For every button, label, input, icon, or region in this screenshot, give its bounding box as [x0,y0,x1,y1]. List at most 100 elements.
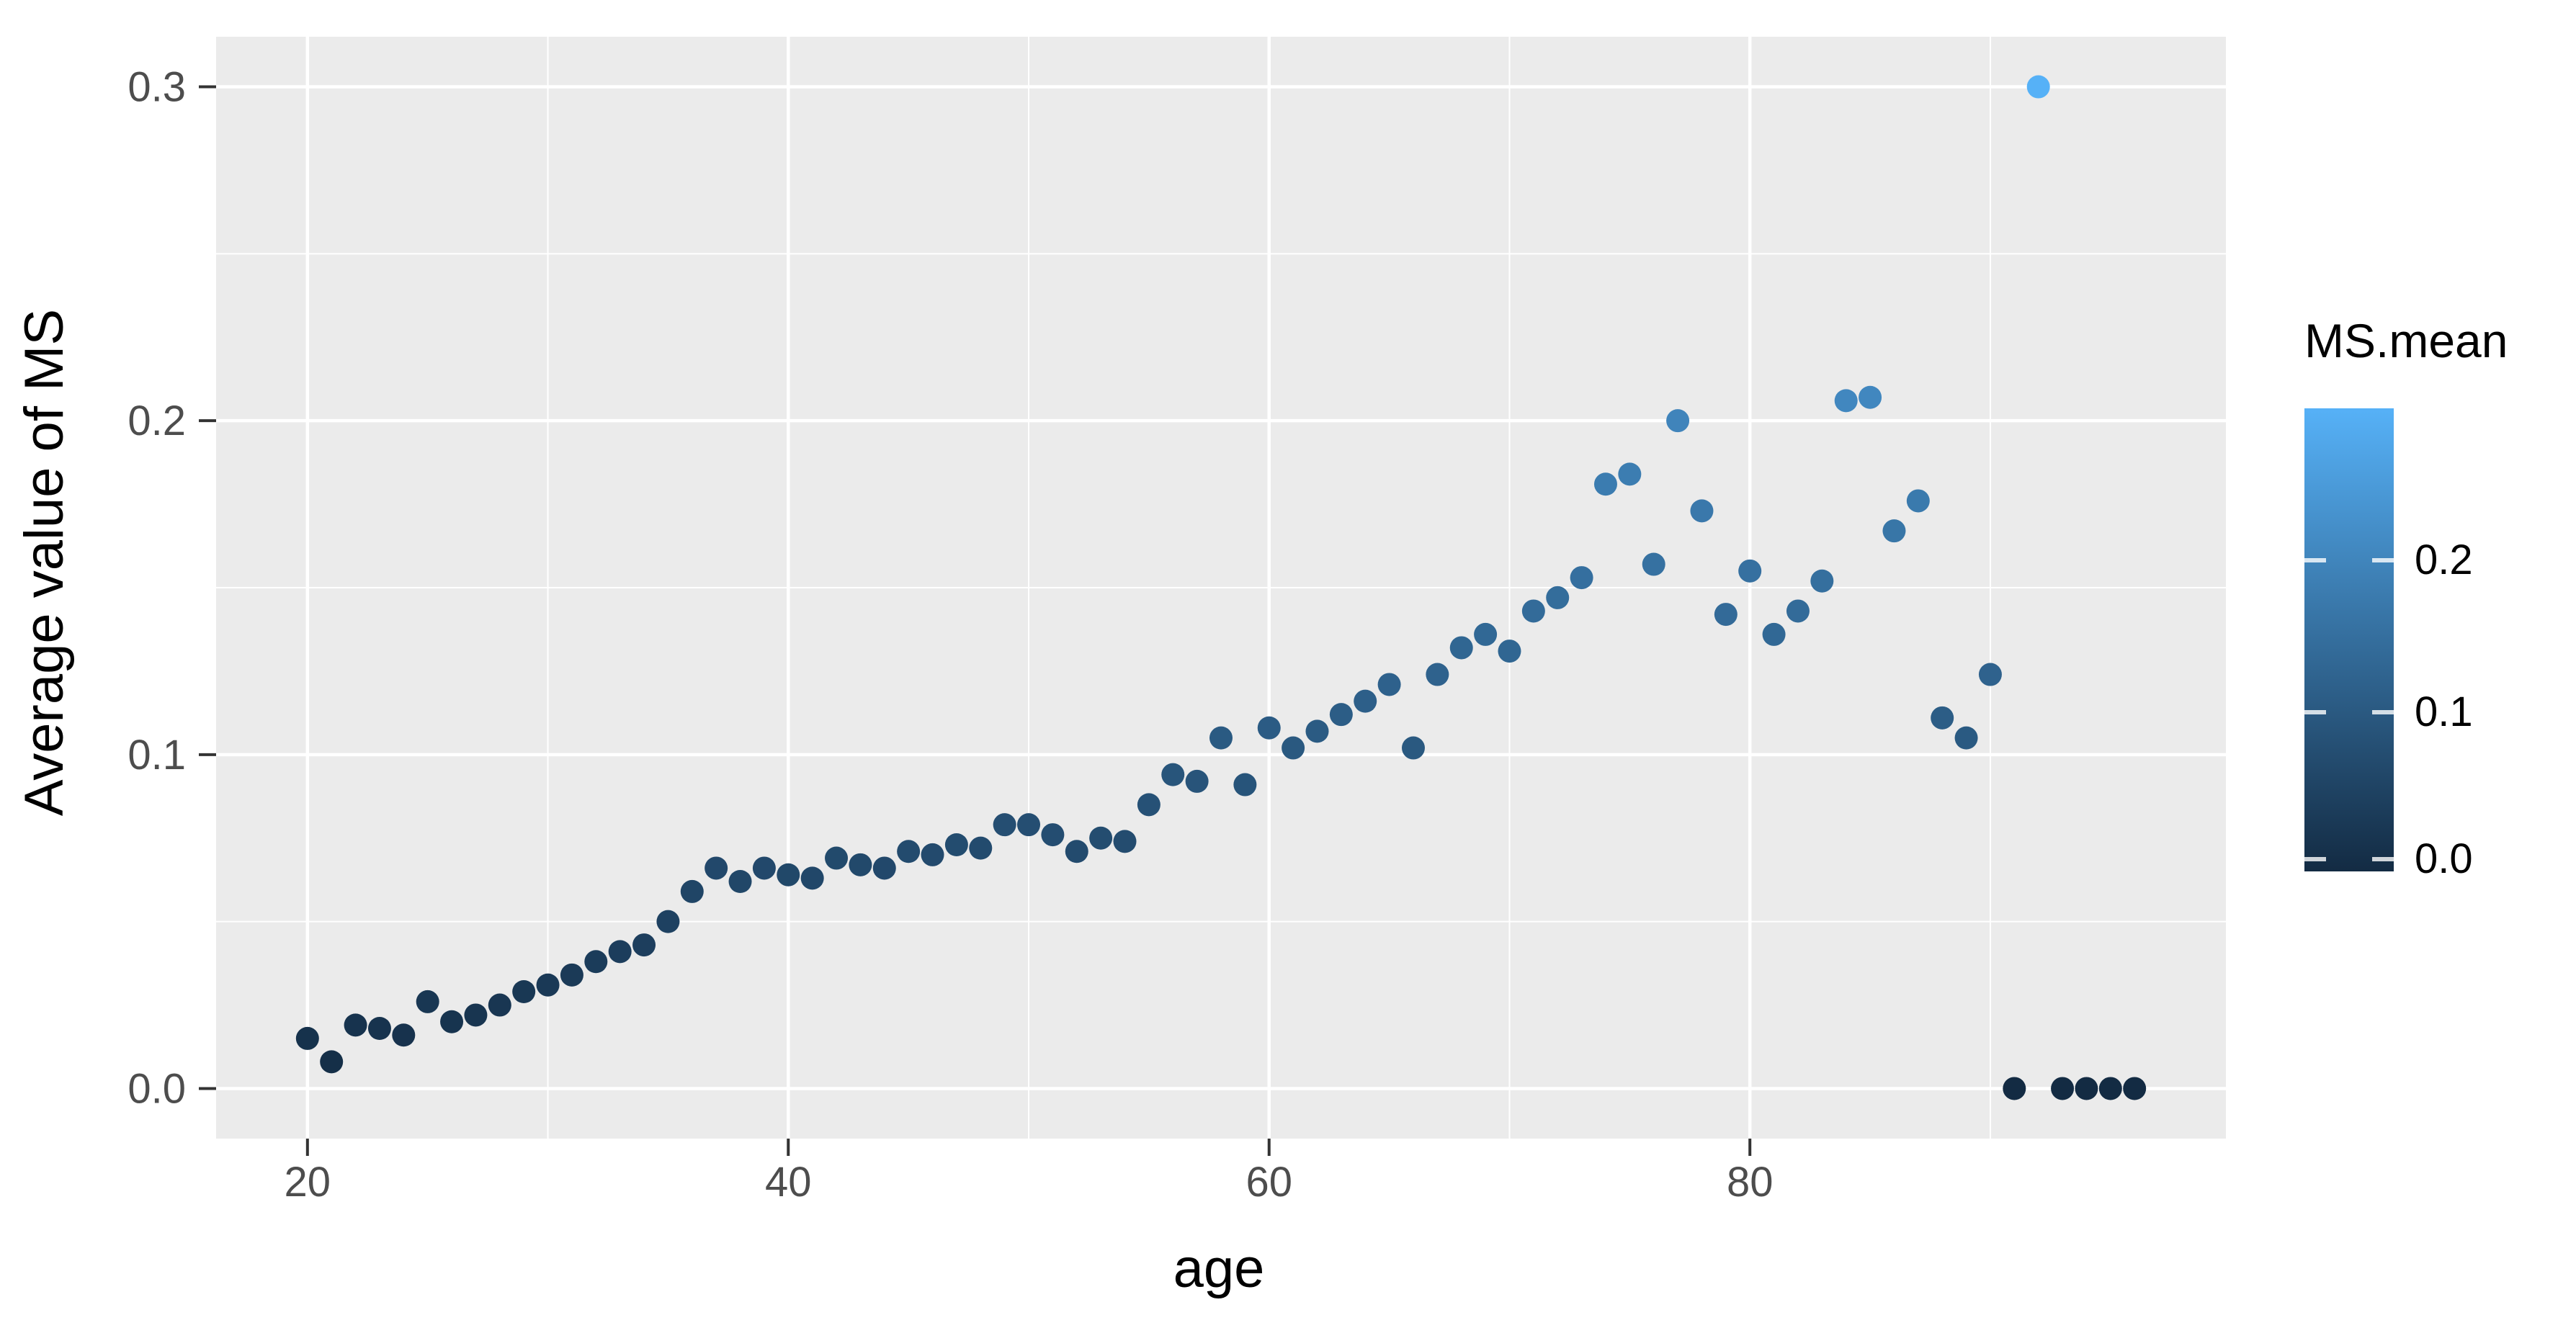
data-point [367,1017,391,1040]
data-point [1859,385,1882,409]
data-point [1690,499,1714,523]
data-point [608,940,632,964]
data-point [1426,663,1449,686]
data-point [1810,569,1834,593]
data-point [464,1003,488,1027]
data-point [1449,636,1473,660]
data-point [488,993,511,1017]
data-point [897,840,921,863]
data-point [1931,706,1954,730]
legend-tick-mark [2304,710,2326,714]
data-point [1161,763,1185,786]
data-point [921,843,944,866]
data-point [656,910,680,933]
data-point [680,879,704,903]
data-point [344,1013,367,1037]
data-point [1570,566,1593,590]
data-point [1065,840,1088,863]
x-axis-title: age [1173,1238,1265,1299]
data-point [392,1023,416,1047]
legend-tick-mark [2304,857,2326,861]
data-point [536,973,560,997]
x-axis-tick-label: 20 [285,1159,331,1206]
data-point [752,856,776,880]
data-point [1642,552,1665,576]
data-point [2026,75,2050,99]
data-point [2123,1077,2147,1100]
data-point [1089,826,1113,850]
data-point [1137,793,1160,817]
data-point [560,963,583,987]
data-point [2003,1077,2026,1100]
data-point [1474,622,1498,646]
data-point [2075,1077,2098,1100]
data-point [1257,716,1281,740]
legend-title: MS.mean [2304,314,2508,367]
data-point [1354,689,1377,713]
legend-tick-label: 0.1 [2415,688,2473,735]
data-point [1546,586,1570,609]
data-point [1786,599,1810,623]
legend-tick-mark [2372,558,2394,562]
data-point [1978,663,2002,686]
data-point [1209,726,1233,750]
data-point [777,863,800,887]
x-axis-tick-label: 80 [1727,1159,1774,1206]
data-point [2051,1077,2075,1100]
data-point [1041,823,1065,847]
data-point [1762,622,1786,646]
data-point [1498,640,1521,663]
data-point [1666,409,1690,433]
legend-tick-label: 0.2 [2415,537,2473,583]
data-point [872,856,896,880]
y-axis-tick-label: 0.0 [128,1065,186,1112]
data-point [969,836,993,860]
x-axis-tick-label: 60 [1245,1159,1292,1206]
data-point [1882,519,1906,543]
data-point [1305,719,1329,743]
data-point [993,813,1016,837]
data-point [1906,489,1930,513]
x-axis-tick-label: 40 [765,1159,812,1206]
data-point [1521,599,1545,623]
data-point [825,846,849,870]
data-point [1593,472,1617,496]
data-point [1401,736,1425,760]
data-point [1738,559,1762,583]
data-point [1233,773,1257,797]
data-point [1377,673,1401,696]
data-point [1954,726,1978,750]
data-point [944,833,968,856]
legend-tick-mark [2304,558,2326,562]
y-axis-tick-label: 0.3 [128,64,186,111]
data-point [705,856,728,880]
y-axis-tick-label: 0.1 [128,732,186,779]
y-axis-tick-label: 0.2 [128,398,186,444]
data-point [584,950,608,974]
data-point [416,990,439,1013]
data-point [1618,462,1642,486]
data-point [800,866,824,890]
data-point [632,933,656,957]
data-point [1714,603,1738,627]
y-axis-title: Average value of MS [14,308,75,817]
data-point [1282,736,1305,760]
data-point [320,1050,344,1074]
data-point [440,1010,464,1033]
data-point [1017,813,1041,837]
data-point [1185,769,1209,793]
data-point [728,870,752,893]
data-point [1834,389,1858,413]
legend-tick-label: 0.0 [2415,835,2473,882]
data-point [1329,703,1353,727]
legend-tick-mark [2372,710,2394,714]
data-point [849,853,872,876]
data-point [2098,1077,2122,1100]
legend-tick-mark [2372,857,2394,861]
data-point [1113,830,1137,853]
data-point [512,980,536,1003]
legend-gradient-bar [2304,408,2394,871]
data-point [295,1026,319,1050]
